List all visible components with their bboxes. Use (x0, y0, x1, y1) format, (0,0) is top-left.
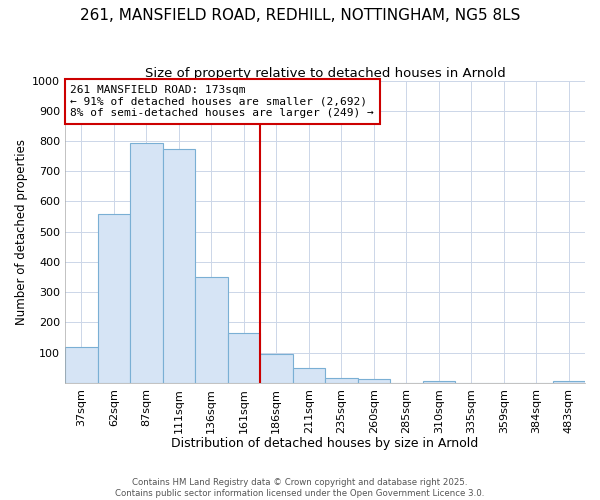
Bar (130, 142, 163, 383)
Bar (358, 380, 390, 383)
Text: 261, MANSFIELD ROAD, REDHILL, NOTTINGHAM, NG5 8LS: 261, MANSFIELD ROAD, REDHILL, NOTTINGHAM… (80, 8, 520, 22)
X-axis label: Distribution of detached houses by size in Arnold: Distribution of detached houses by size … (172, 437, 479, 450)
Bar (163, 148, 195, 383)
Bar (325, 378, 358, 383)
Bar (553, 380, 585, 383)
Bar (65, 346, 98, 383)
Bar (422, 380, 455, 383)
Title: Size of property relative to detached houses in Arnold: Size of property relative to detached ho… (145, 68, 505, 80)
Bar (260, 354, 293, 383)
Bar (293, 368, 325, 383)
Text: 261 MANSFIELD ROAD: 173sqm
← 91% of detached houses are smaller (2,692)
8% of se: 261 MANSFIELD ROAD: 173sqm ← 91% of deta… (70, 85, 374, 118)
Text: Contains HM Land Registry data © Crown copyright and database right 2025.
Contai: Contains HM Land Registry data © Crown c… (115, 478, 485, 498)
Bar (195, 277, 227, 383)
Y-axis label: Number of detached properties: Number of detached properties (15, 138, 28, 324)
Bar (227, 333, 260, 383)
Bar (98, 214, 130, 383)
